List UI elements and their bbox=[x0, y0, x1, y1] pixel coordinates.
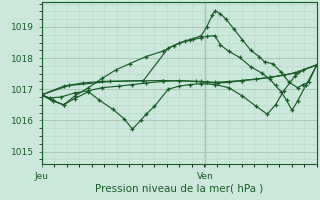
X-axis label: Pression niveau de la mer( hPa ): Pression niveau de la mer( hPa ) bbox=[95, 183, 263, 193]
